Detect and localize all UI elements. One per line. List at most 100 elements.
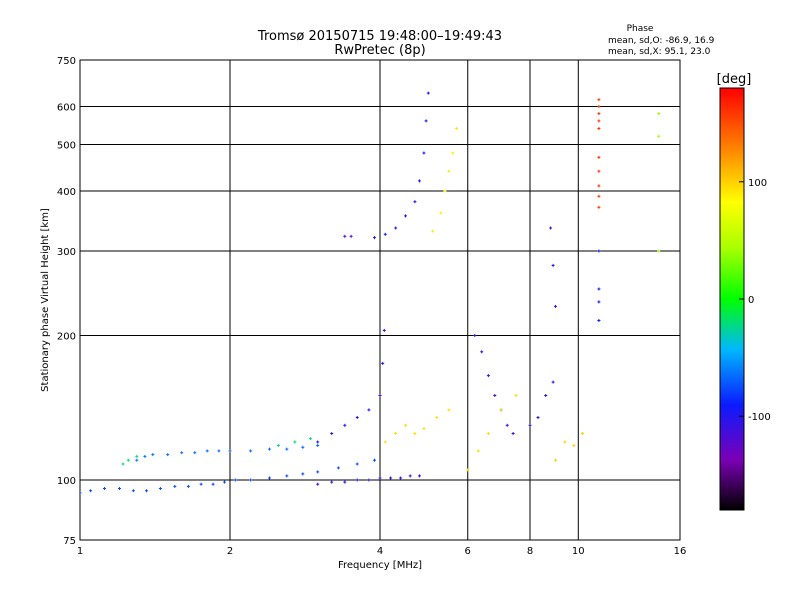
y-axis-label: Stationary phase Virtual Height [km] bbox=[40, 208, 51, 392]
data-point bbox=[404, 214, 407, 218]
y-tick-label: 75 bbox=[63, 536, 76, 547]
colorbar-ticks: 100 0 -100 bbox=[739, 178, 771, 423]
data-point bbox=[480, 350, 484, 354]
data-point bbox=[572, 444, 576, 447]
data-point bbox=[394, 226, 398, 230]
data-point bbox=[228, 449, 232, 453]
data-point bbox=[408, 474, 412, 478]
data-point bbox=[418, 179, 421, 183]
data-point bbox=[549, 226, 553, 230]
data-point bbox=[597, 205, 601, 209]
phase-header-title: Phase bbox=[627, 24, 654, 34]
data-point bbox=[597, 249, 601, 253]
data-point bbox=[597, 105, 601, 108]
data-point bbox=[249, 478, 253, 482]
x-axis-label: Frequency [MHz] bbox=[338, 560, 422, 571]
data-point bbox=[528, 423, 532, 427]
data-point bbox=[285, 447, 289, 451]
grid-layer bbox=[80, 60, 680, 540]
x-tick-label: 4 bbox=[377, 546, 383, 557]
data-point bbox=[657, 112, 661, 116]
data-point bbox=[597, 300, 601, 304]
data-point bbox=[451, 151, 455, 155]
data-point bbox=[276, 444, 280, 447]
data-point bbox=[193, 451, 197, 455]
data-point bbox=[367, 478, 371, 482]
data-point bbox=[301, 445, 305, 449]
data-point bbox=[435, 416, 439, 419]
data-point bbox=[316, 440, 320, 444]
data-point bbox=[597, 184, 601, 188]
colorbar-tick-label: -100 bbox=[748, 412, 771, 423]
data-point bbox=[597, 98, 601, 102]
data-point bbox=[268, 447, 271, 451]
data-point bbox=[378, 476, 382, 480]
data-point bbox=[493, 394, 497, 397]
data-point bbox=[373, 458, 376, 462]
x-tick-label: 10 bbox=[572, 546, 585, 557]
data-point bbox=[476, 449, 480, 453]
data-point bbox=[180, 451, 184, 455]
data-point bbox=[447, 408, 451, 412]
data-point bbox=[308, 437, 312, 441]
data-point bbox=[486, 432, 490, 435]
data-point bbox=[455, 127, 459, 130]
data-point bbox=[89, 489, 93, 493]
data-point bbox=[486, 374, 490, 378]
data-point bbox=[211, 482, 215, 486]
colorbar-label: [deg] bbox=[717, 72, 752, 87]
x-tick-label: 2 bbox=[227, 546, 233, 557]
data-point bbox=[343, 480, 347, 484]
x-tick-label: 1 bbox=[77, 546, 83, 557]
data-point bbox=[505, 423, 509, 427]
colorbar-tick-label: 0 bbox=[748, 295, 754, 306]
data-point bbox=[103, 487, 106, 490]
data-point bbox=[439, 211, 443, 215]
data-point bbox=[383, 440, 387, 444]
data-point bbox=[233, 478, 237, 482]
data-point bbox=[285, 474, 289, 478]
data-point bbox=[268, 476, 271, 480]
data-point bbox=[554, 458, 557, 462]
data-point bbox=[404, 423, 407, 427]
data-point bbox=[293, 440, 297, 444]
data-point bbox=[581, 432, 585, 435]
data-point bbox=[597, 127, 601, 130]
data-point bbox=[597, 112, 601, 116]
data-point bbox=[383, 232, 387, 236]
data-point bbox=[426, 91, 430, 95]
data-point bbox=[217, 449, 221, 453]
data-point bbox=[597, 119, 601, 123]
x-tick-layer: 1 2 4 6 8 10 16 bbox=[77, 546, 687, 557]
data-point bbox=[378, 394, 382, 397]
data-point bbox=[551, 380, 555, 384]
data-point bbox=[657, 134, 661, 138]
data-point bbox=[597, 169, 601, 173]
data-point bbox=[422, 151, 426, 155]
data-point bbox=[431, 229, 435, 233]
data-point bbox=[514, 394, 518, 397]
data-point bbox=[544, 394, 548, 397]
data-point bbox=[151, 453, 155, 457]
data-point bbox=[166, 453, 170, 457]
data-point bbox=[223, 480, 226, 484]
data-point bbox=[399, 476, 403, 480]
chart-subtitle: RwPretec (8p) bbox=[334, 43, 425, 58]
points-layer bbox=[80, 91, 661, 495]
data-point bbox=[597, 319, 601, 322]
data-point bbox=[551, 263, 555, 267]
y-tick-layer: 75 100 200 300 400 500 600 750 bbox=[57, 56, 76, 547]
data-point bbox=[447, 169, 451, 173]
x-tick-label: 6 bbox=[465, 546, 471, 557]
chart-title: Tromsø 20150715 19:48:00–19:49:43 bbox=[257, 29, 502, 44]
data-point bbox=[373, 236, 376, 240]
y-tick-label: 600 bbox=[57, 103, 76, 114]
x-tick-label: 8 bbox=[527, 546, 533, 557]
data-point bbox=[466, 468, 470, 472]
data-point bbox=[330, 480, 334, 484]
data-point bbox=[394, 432, 398, 435]
data-point bbox=[418, 474, 421, 478]
data-point bbox=[355, 416, 359, 419]
data-point bbox=[118, 487, 121, 490]
